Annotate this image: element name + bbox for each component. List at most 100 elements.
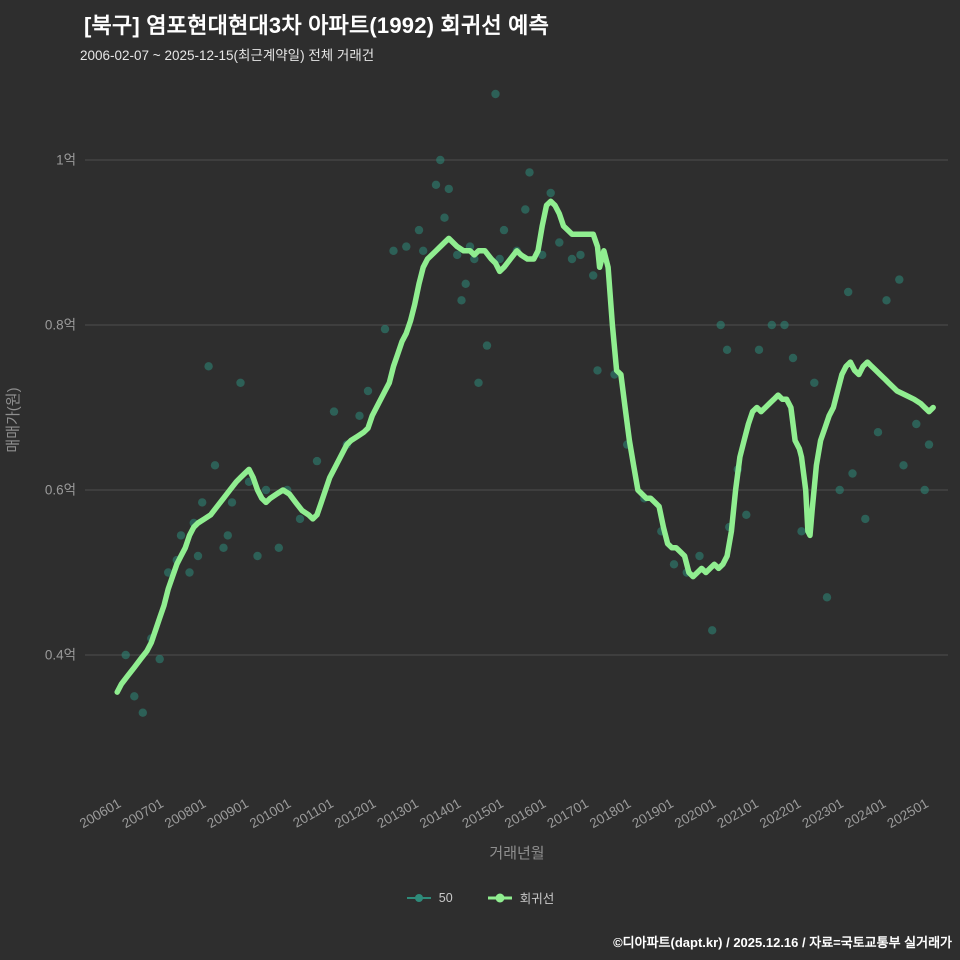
legend-label-regression: 회귀선 — [519, 892, 555, 906]
scatter-point[interactable] — [419, 246, 428, 255]
scatter-point[interactable] — [576, 250, 585, 260]
scatter-point[interactable] — [716, 320, 725, 330]
scatter-point[interactable] — [363, 386, 373, 396]
scatter-point[interactable] — [219, 543, 228, 552]
scatter-point[interactable] — [708, 626, 717, 635]
scatter-point[interactable] — [185, 568, 194, 577]
x-tick-label: 201301 — [374, 796, 421, 832]
scatter-point[interactable] — [555, 238, 564, 247]
scatter-point[interactable] — [210, 461, 220, 470]
x-tick-label: 200801 — [162, 796, 209, 832]
legend-item-regression[interactable]: 회귀선 — [487, 888, 555, 907]
scatter-point[interactable] — [835, 485, 844, 495]
scatter-point[interactable] — [589, 271, 598, 280]
scatter-point[interactable] — [193, 551, 203, 561]
scatter-point[interactable] — [546, 188, 555, 198]
line-series-icon — [487, 893, 512, 902]
scatter-point[interactable] — [521, 205, 530, 214]
legend-item-scatter[interactable]: 50 — [406, 891, 453, 905]
scatter-point[interactable] — [873, 428, 883, 437]
x-tick-label: 201701 — [544, 796, 591, 832]
scatter-point[interactable] — [525, 168, 534, 177]
scatter-point[interactable] — [567, 254, 577, 264]
scatter-point[interactable] — [444, 184, 453, 194]
scatter-point[interactable] — [669, 560, 679, 569]
scatter-point[interactable] — [329, 407, 339, 416]
scatter-point[interactable] — [899, 461, 908, 470]
scatter-point[interactable] — [754, 345, 764, 354]
scatter-point[interactable] — [593, 366, 602, 375]
scatter-point[interactable] — [380, 324, 390, 334]
regression-line[interactable] — [114, 198, 936, 695]
scatter-point[interactable] — [204, 362, 213, 371]
scatter-point[interactable] — [695, 551, 704, 561]
scatter-point[interactable] — [861, 514, 870, 524]
scatter-point[interactable] — [882, 296, 891, 305]
scatter-point[interactable] — [440, 213, 449, 222]
scatter-point[interactable] — [482, 341, 492, 350]
scatter-point[interactable] — [414, 225, 424, 235]
x-tick-label: 201501 — [459, 796, 506, 832]
x-tick-label: 202301 — [799, 796, 846, 832]
scatter-point[interactable] — [402, 242, 411, 251]
scatter-point[interactable] — [453, 250, 462, 260]
y-axis-title: 매매가(원) — [5, 387, 22, 452]
scatter-point[interactable] — [499, 225, 509, 235]
y-tick-label: 0.6억 — [45, 483, 76, 498]
scatter-point[interactable] — [895, 275, 904, 284]
scatter-point[interactable] — [155, 654, 164, 664]
scatter-point[interactable] — [495, 254, 504, 264]
scatter-point[interactable] — [253, 551, 262, 561]
x-tick-label: 202001 — [672, 796, 719, 832]
x-tick-label: 200901 — [204, 796, 251, 832]
scatter-point[interactable] — [227, 498, 237, 507]
y-tick-label: 0.4억 — [45, 648, 76, 663]
scatter-point[interactable] — [848, 469, 857, 478]
scatter-point[interactable] — [538, 250, 547, 260]
scatter-point[interactable] — [822, 593, 832, 602]
scatter-point[interactable] — [198, 498, 207, 507]
x-tick-label: 201201 — [332, 796, 379, 832]
scatter-point[interactable] — [274, 543, 283, 552]
scatter-point[interactable] — [912, 419, 921, 429]
x-tick-label: 200701 — [119, 796, 166, 832]
scatter-point[interactable] — [491, 89, 500, 99]
scatter-point[interactable] — [312, 456, 322, 466]
scatter-point[interactable] — [780, 320, 789, 330]
scatter-point[interactable] — [431, 180, 441, 189]
scatter-point[interactable] — [722, 345, 732, 354]
x-tick-label: 201401 — [417, 796, 464, 832]
scatter-point[interactable] — [261, 485, 271, 495]
scatter-point[interactable] — [767, 320, 776, 330]
scatter-point[interactable] — [844, 287, 853, 297]
scatter-point[interactable] — [389, 246, 398, 255]
scatter-point[interactable] — [924, 440, 934, 449]
scatter-point[interactable] — [130, 692, 139, 701]
scatter-point[interactable] — [295, 514, 305, 524]
scatter-point[interactable] — [797, 527, 806, 536]
credit-footer: ©디아파트(dapt.kr) / 2025.12.16 / 자료=국토교통부 실… — [613, 935, 952, 950]
scatter-point[interactable] — [470, 254, 479, 264]
x-tick-label: 202201 — [757, 796, 804, 832]
scatter-point[interactable] — [223, 531, 232, 540]
page-title: [북구] 염포현대현대3차 아파트(1992) 회귀선 예측 — [84, 13, 550, 38]
scatter-point[interactable] — [810, 378, 819, 387]
x-tick-label: 201601 — [502, 796, 549, 832]
scatter-point[interactable] — [355, 411, 364, 420]
x-tick-label: 202501 — [884, 796, 931, 832]
scatter-point[interactable] — [457, 296, 466, 305]
scatter-point[interactable] — [788, 353, 798, 363]
scatter-point[interactable] — [474, 378, 483, 387]
scatter-point[interactable] — [121, 650, 130, 660]
scatter-point[interactable] — [138, 708, 147, 717]
legend: 50 회귀선 — [0, 888, 960, 907]
scatter-point[interactable] — [436, 155, 445, 165]
scatter-point[interactable] — [461, 279, 470, 288]
scatter-point[interactable] — [176, 531, 186, 540]
x-tick-label: 202101 — [714, 796, 761, 832]
scatter-point[interactable] — [236, 378, 245, 387]
scatter-point[interactable] — [742, 510, 751, 519]
scatter-point[interactable] — [920, 485, 929, 495]
